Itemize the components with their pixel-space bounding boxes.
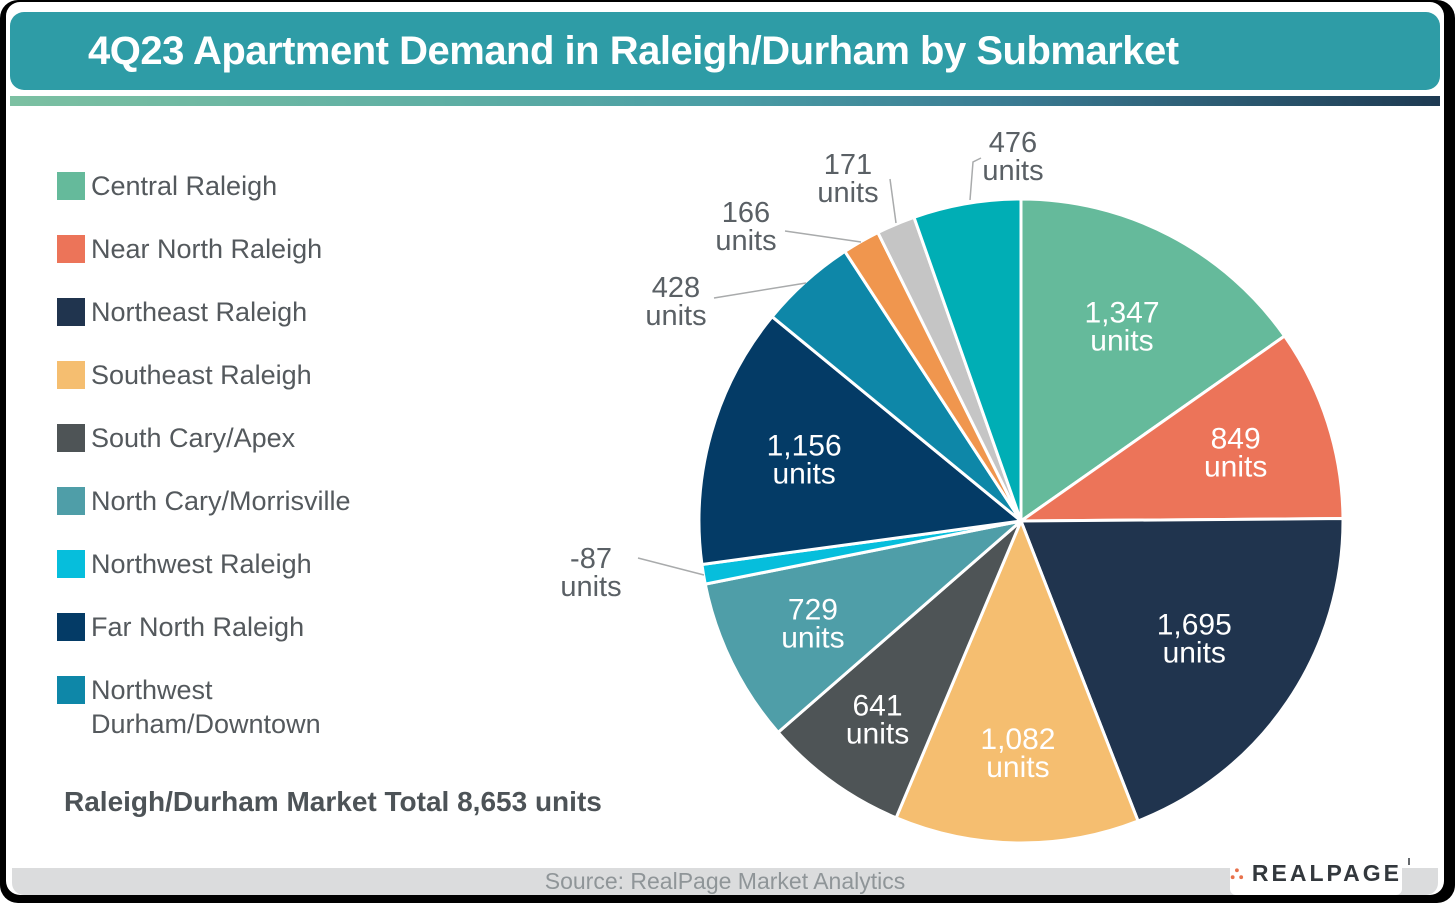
slice-value-label: 849 units bbox=[1204, 422, 1267, 483]
pie-slice bbox=[1019, 517, 1345, 823]
realpage-logo-text: REALPAGE bbox=[1252, 858, 1410, 887]
accent-gradient-bar bbox=[10, 96, 1440, 106]
pie-slice bbox=[697, 315, 1023, 566]
legend-label: North Cary/Morrisville bbox=[91, 486, 351, 516]
label-leader-line bbox=[889, 178, 897, 224]
slice-value-label: 1,347 units bbox=[1084, 297, 1159, 358]
realpage-dots-icon bbox=[1230, 867, 1244, 879]
pie-slice bbox=[776, 519, 1023, 820]
legend-label: Far North Raleigh bbox=[91, 612, 305, 642]
infographic-card: 4Q23 Apartment Demand in Raleigh/Durham … bbox=[6, 2, 1444, 895]
source-text: Source: RealPage Market Analytics bbox=[544, 868, 906, 894]
legend-item: South Cary/Apex bbox=[57, 421, 295, 455]
legend-label: Northeast Raleigh bbox=[91, 297, 308, 327]
realpage-logo: REALPAGE bbox=[1230, 852, 1410, 895]
legend-item: Near North Raleigh bbox=[57, 232, 322, 266]
legend-swatch bbox=[57, 361, 85, 389]
legend-swatch bbox=[57, 172, 85, 200]
label-leader-line bbox=[637, 557, 705, 576]
slice-value-label: 171 units bbox=[817, 149, 878, 209]
slice-value-label: -87 units bbox=[560, 543, 621, 603]
pie-slice bbox=[894, 519, 1140, 845]
legend-label: Northwest Raleigh bbox=[91, 549, 312, 579]
pie-slice bbox=[1019, 334, 1345, 523]
pie-slice bbox=[912, 197, 1023, 523]
slice-value-label: 476 units bbox=[982, 127, 1043, 187]
legend-swatch bbox=[57, 676, 85, 704]
source-bar: Source: RealPage Market Analytics bbox=[12, 868, 1438, 895]
trademark-tick-icon bbox=[1408, 858, 1410, 865]
slice-value-label: 166 units bbox=[715, 197, 776, 257]
legend-item: North Cary/Morrisville bbox=[57, 484, 351, 518]
legend-item: Central Raleigh bbox=[57, 169, 277, 203]
slice-value-label: 641 units bbox=[846, 689, 909, 750]
slice-value-label: 1,695 units bbox=[1157, 608, 1232, 669]
slice-value-label: 428 units bbox=[645, 272, 706, 332]
slice-value-label: 1,082 units bbox=[980, 723, 1055, 784]
legend-label: Central Raleigh bbox=[91, 171, 278, 201]
title-bar: 4Q23 Apartment Demand in Raleigh/Durham … bbox=[10, 12, 1440, 90]
legend-swatch bbox=[57, 487, 85, 515]
legend-item: Northwest Durham/Downtown bbox=[57, 673, 321, 741]
slice-value-label: 1,156 units bbox=[767, 430, 842, 491]
slice-value-label: 729 units bbox=[781, 593, 844, 654]
pie-chart: 1,347 units 849 units 1,695 units 1,082 units 64… bbox=[560, 127, 1345, 845]
market-total-label: Raleigh/Durham Market Total 8,653 units bbox=[64, 786, 602, 817]
legend-label: South Cary/Apex bbox=[91, 423, 296, 453]
legend-swatch bbox=[57, 613, 85, 641]
label-leader-line bbox=[969, 157, 982, 201]
legend-item: Northeast Raleigh bbox=[57, 295, 307, 329]
legend-swatch bbox=[57, 235, 85, 263]
pie-slice bbox=[703, 519, 1023, 734]
legend-item: Northwest Raleigh bbox=[57, 547, 312, 581]
label-leader-line bbox=[713, 282, 807, 299]
legend-swatch bbox=[57, 298, 85, 326]
pie-slice bbox=[1019, 197, 1287, 523]
legend-swatch bbox=[57, 424, 85, 452]
legend-swatch bbox=[57, 550, 85, 578]
legend-label: Northwest Durham/Downtown bbox=[91, 675, 321, 739]
legend-label: Southeast Raleigh bbox=[91, 360, 312, 390]
page-title: 4Q23 Apartment Demand in Raleigh/Durham … bbox=[88, 29, 1179, 73]
label-leader-line bbox=[784, 230, 862, 243]
legend-item: Far North Raleigh bbox=[57, 610, 304, 644]
legend-label: Near North Raleigh bbox=[91, 234, 323, 264]
legend-item: Southeast Raleigh bbox=[57, 358, 312, 392]
